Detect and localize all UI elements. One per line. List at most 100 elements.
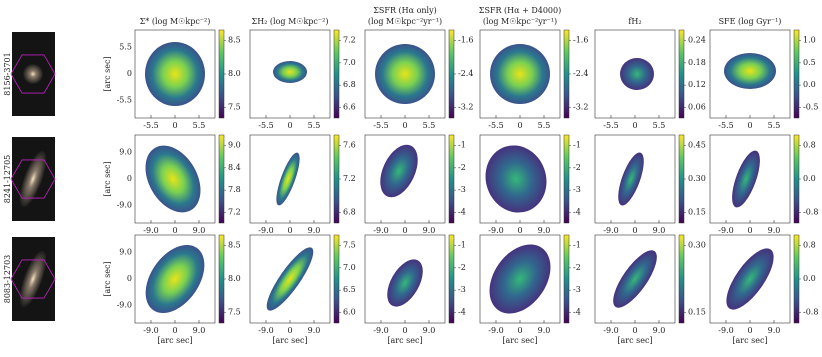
y-tick-label: 0 xyxy=(127,69,132,78)
colorbar-tick-label: -1 xyxy=(573,141,581,150)
x-tick-label: -9.0 xyxy=(373,326,388,335)
map xyxy=(618,152,644,206)
colorbar-tick-label: 6.8 xyxy=(343,207,356,216)
colorbar-tick-label: 0.15 xyxy=(688,307,706,316)
y-axis-label: [arc sec] xyxy=(103,56,112,91)
y-tick-label: 9.0 xyxy=(119,248,132,257)
map xyxy=(375,44,435,104)
x-tick-label: 9.0 xyxy=(193,326,206,335)
colorbar-tick-label: 8.5 xyxy=(228,36,241,45)
map xyxy=(490,44,550,104)
map xyxy=(485,145,547,213)
x-tick-label: -9.0 xyxy=(718,226,733,235)
colorbar xyxy=(448,29,455,119)
colorbar-tick-label: 0.06 xyxy=(688,102,706,111)
x-tick-label: 9.0 xyxy=(538,226,551,235)
colorbar xyxy=(563,234,570,324)
map xyxy=(380,144,418,198)
colorbar-tick-label: -3 xyxy=(458,185,466,194)
x-axis-label: [arc sec] xyxy=(387,336,422,345)
colorbar-tick-label: 0.12 xyxy=(688,80,706,89)
x-tick-label: 0 xyxy=(402,326,407,335)
x-tick-label: -9.0 xyxy=(258,226,273,235)
galaxy xyxy=(19,150,47,208)
colorbar-tick-label: -4 xyxy=(573,307,581,316)
colorbar-tick-label: 7.8 xyxy=(228,185,241,194)
colorbar-tick-label: 7.6 xyxy=(343,141,356,150)
ifu-hexagon xyxy=(10,259,56,299)
x-tick-label: 9.0 xyxy=(308,326,321,335)
colorbar-tick-label: -1.6 xyxy=(573,36,588,45)
map xyxy=(266,247,314,311)
colorbar-tick-label: -3 xyxy=(458,285,466,294)
x-tick-label: 0 xyxy=(402,226,407,235)
x-tick-label: -9.0 xyxy=(488,326,503,335)
x-axis-label: [arc sec] xyxy=(732,336,767,345)
colorbar-tick-label: 0.18 xyxy=(688,58,706,67)
map xyxy=(276,152,300,206)
column-title: ΣSFR (Hα only) xyxy=(373,6,436,15)
x-tick-label: -5.5 xyxy=(373,121,388,130)
x-tick-label: 9.0 xyxy=(308,226,321,235)
colorbar-tick-label: 7.2 xyxy=(343,174,356,183)
colorbar-tick-label: 0.30 xyxy=(688,241,706,250)
galaxy xyxy=(19,250,47,308)
map xyxy=(387,259,423,307)
x-axis-label: [arc sec] xyxy=(502,336,537,345)
colorbar xyxy=(333,134,340,224)
colorbar-tick-label: 0.45 xyxy=(688,141,706,150)
map xyxy=(732,150,760,208)
colorbar-tick-label: 7.2 xyxy=(228,207,241,216)
colorbar xyxy=(563,134,570,224)
colorbar-tick-label: 0.24 xyxy=(688,36,706,45)
colorbar-tick-label: -3 xyxy=(573,285,581,294)
x-tick-label: 0 xyxy=(172,226,177,235)
ifu-hexagon xyxy=(10,54,56,94)
x-tick-label: -5.5 xyxy=(488,121,503,130)
colorbar-tick-label: -0.8 xyxy=(803,307,818,316)
x-tick-label: -9.0 xyxy=(488,226,503,235)
colorbar-tick-label: -4 xyxy=(458,207,466,216)
colorbar-tick-label: 7.5 xyxy=(343,241,356,250)
colorbar xyxy=(218,29,225,119)
x-tick-label: 0 xyxy=(287,121,292,130)
y-tick-label: -9.0 xyxy=(117,200,132,209)
y-axis-label: [arc sec] xyxy=(103,161,112,196)
colorbar-tick-label: 6.6 xyxy=(343,102,356,111)
x-tick-label: 5.5 xyxy=(308,121,321,130)
colorbar-tick-label: -1.6 xyxy=(458,36,473,45)
column-title: fH₂ xyxy=(628,17,641,26)
colorbar-tick-label: 7.2 xyxy=(343,36,356,45)
map xyxy=(273,61,307,83)
column-title: (log M☉kpc⁻²yr⁻¹) xyxy=(368,17,442,26)
map xyxy=(613,250,657,308)
x-axis-label: [arc sec] xyxy=(617,336,652,345)
colorbar xyxy=(333,29,340,119)
x-axis-label: [arc sec] xyxy=(157,336,192,345)
x-tick-label: 5.5 xyxy=(423,121,436,130)
colorbar xyxy=(793,134,800,224)
x-tick-label: 0 xyxy=(517,121,522,130)
y-tick-label: -9.0 xyxy=(117,300,132,309)
column-title: (log M☉kpc⁻²yr⁻¹) xyxy=(483,17,557,26)
x-tick-label: 5.5 xyxy=(193,121,206,130)
colorbar xyxy=(563,29,570,119)
x-tick-label: 0 xyxy=(747,226,752,235)
colorbar-tick-label: 7.5 xyxy=(228,307,241,316)
colorbar-tick-label: -2.4 xyxy=(573,69,588,78)
column-title: ΣSFR (Hα + D4000) xyxy=(479,6,561,15)
colorbar-tick-label: 6.5 xyxy=(343,285,356,294)
x-tick-label: 9.0 xyxy=(193,226,206,235)
x-tick-label: 9.0 xyxy=(768,226,781,235)
column-title: SFE (log Gyr⁻¹) xyxy=(719,17,782,26)
colorbar-tick-label: -2.4 xyxy=(458,69,473,78)
x-tick-label: -9.0 xyxy=(143,326,158,335)
x-tick-label: -5.5 xyxy=(258,121,273,130)
colorbar-tick-label: -2 xyxy=(573,263,581,272)
x-tick-label: -9.0 xyxy=(718,326,733,335)
x-tick-label: 9.0 xyxy=(653,326,666,335)
colorbar xyxy=(448,234,455,324)
colorbar-tick-label: -2 xyxy=(458,263,466,272)
colorbar-tick-label: 0.15 xyxy=(688,207,706,216)
